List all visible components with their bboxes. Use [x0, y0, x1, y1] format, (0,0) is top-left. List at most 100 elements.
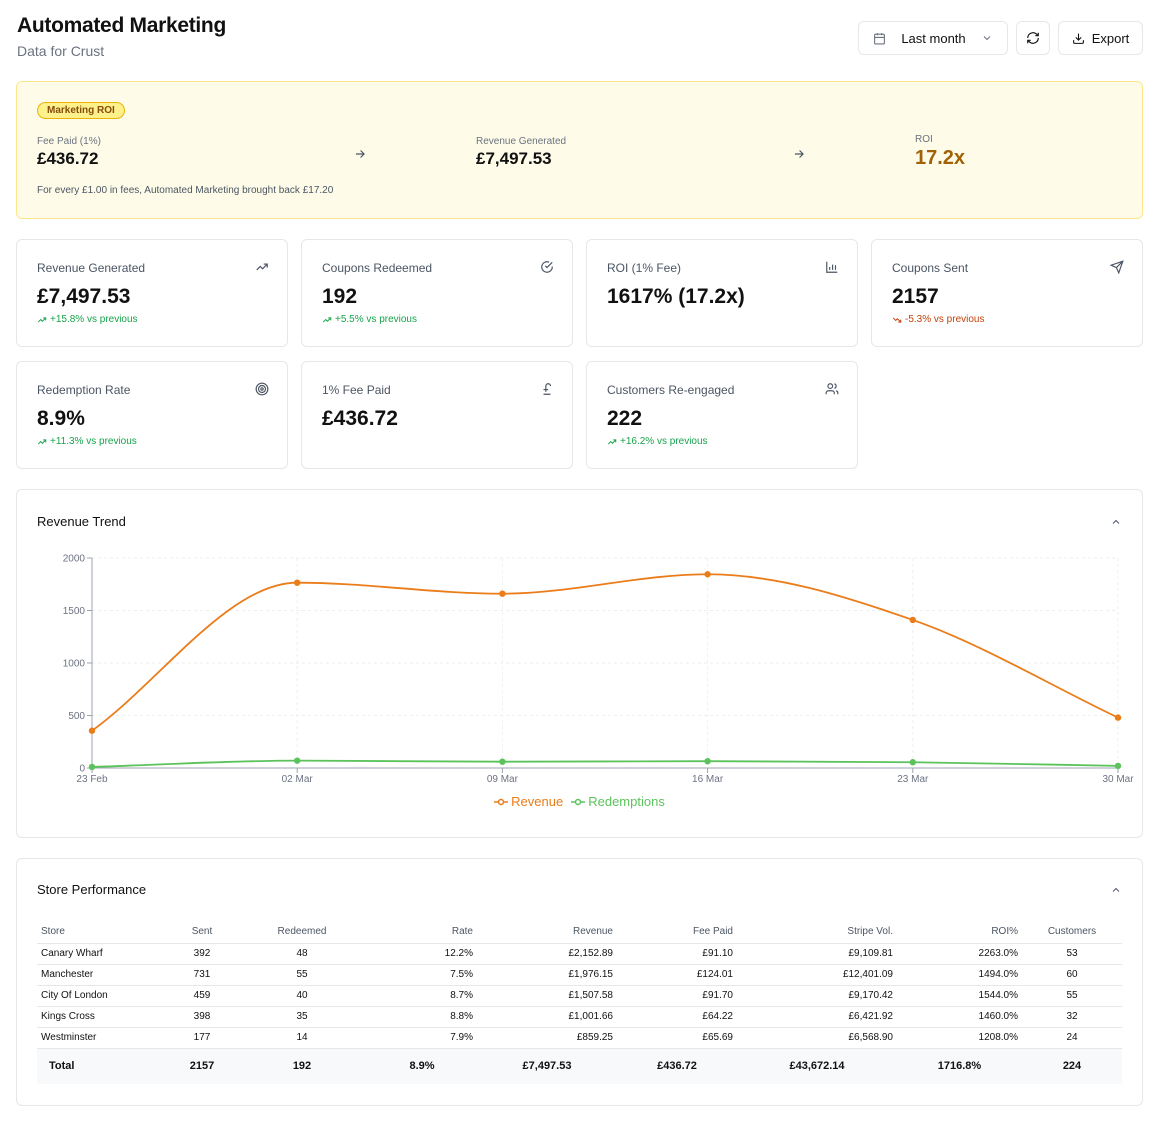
data-point-revenue [704, 571, 711, 578]
metric-title: Coupons Sent [892, 261, 969, 275]
table-cell: 192 [237, 1048, 367, 1084]
column-header: Stripe Vol. [737, 921, 897, 944]
table-cell: 2263.0% [897, 943, 1022, 965]
refresh-button[interactable] [1016, 21, 1050, 55]
table-cell: 459 [167, 985, 237, 1007]
data-point-redemptions [704, 757, 711, 765]
data-point-redemptions [909, 759, 916, 766]
table-cell: Manchester [37, 964, 167, 986]
table-cell: 7.9% [367, 1027, 477, 1049]
data-point-revenue [1114, 714, 1122, 721]
collapse-chevron-icon[interactable] [1110, 884, 1122, 896]
chevron-down-icon [983, 36, 991, 41]
table-total-row: Total 2157 192 8.9% £7,497.53 £436.72 £43,672.… [37, 1048, 1122, 1084]
fee-paid-value: £436.72 [37, 149, 99, 168]
table-cell: £7,497.53 [477, 1048, 617, 1084]
metric-delta: +15.8% vs previous [37, 314, 138, 325]
export-button[interactable]: Export [1058, 21, 1143, 55]
table-cell: 8.8% [367, 1006, 477, 1028]
arrow-right-icon [794, 150, 804, 158]
table-cell: 7.5% [367, 964, 477, 986]
target-icon [255, 382, 269, 396]
table-cell: 1494.0% [897, 964, 1022, 986]
revenue-trend-title: Revenue Trend [37, 514, 126, 529]
download-icon [1072, 33, 1084, 44]
table-cell: Westminster [37, 1027, 167, 1049]
table-row: Kings Cross 398 35 8.8% £1,001.66 £64.22 £6,42… [37, 1006, 1122, 1028]
page-header: Automated Marketing Data for Crust [17, 14, 226, 59]
metric-card-revenue-generated: Revenue Generated £7,497.53 +15.8% vs pr… [16, 239, 288, 347]
table-cell: 55 [237, 964, 367, 986]
fee-paid-block: Fee Paid (1%) £436.72 [37, 136, 101, 169]
x-tick-label: 02 Mar [282, 774, 314, 785]
metric-title: Revenue Generated [37, 261, 146, 275]
table-cell: 1716.8% [897, 1048, 1022, 1084]
store-performance-title: Store Performance [37, 882, 147, 897]
table-cell: 1208.0% [897, 1027, 1022, 1049]
data-point-redemptions [294, 757, 301, 764]
collapse-chevron-icon[interactable] [1110, 516, 1122, 528]
table-cell: Total [37, 1048, 167, 1084]
table-cell: 32 [1022, 1006, 1122, 1028]
date-range-select[interactable]: Last month [858, 21, 1008, 55]
trending-up-icon [37, 438, 47, 444]
metric-card-redemption-rate: Redemption Rate 8.9% +11.3% vs previous [16, 361, 288, 469]
metric-value: £436.72 [322, 407, 398, 430]
table-row: Manchester 731 55 7.5% £1,976.15 £124.01 £12,4… [37, 964, 1122, 986]
trending-up-icon [256, 263, 268, 271]
legend-item-redemptions[interactable]: Redemptions [571, 794, 665, 809]
table-cell: Canary Wharf [37, 943, 167, 965]
metric-value: 8.9% [37, 407, 85, 430]
table-cell: £6,568.90 [737, 1027, 897, 1049]
metric-delta: -5.3% vs previous [892, 314, 984, 325]
x-tick-label: 09 Mar [487, 774, 519, 785]
bar-chart-icon [826, 261, 838, 273]
legend-item-revenue[interactable]: Revenue [494, 794, 563, 809]
table-cell: 8.9% [367, 1048, 477, 1084]
y-tick-label: 500 [68, 711, 85, 722]
table-cell: £1,001.66 [477, 1006, 617, 1028]
metric-card-coupons-sent: Coupons Sent 2157 -5.3% vs previous [871, 239, 1143, 347]
send-icon [1110, 260, 1124, 274]
column-header: Store [37, 921, 167, 944]
table-cell: £9,109.81 [737, 943, 897, 965]
column-header: ROI% [897, 921, 1022, 944]
trending-down-icon [892, 317, 902, 323]
table-cell: 14 [237, 1027, 367, 1049]
data-point-revenue [499, 590, 506, 597]
metric-value: 222 [607, 407, 643, 430]
metric-card-customers-reengaged: Customers Re-engaged 222 +16.2% vs previ… [586, 361, 858, 469]
page-subtitle: Data for Crust [17, 43, 105, 59]
check-circle-icon [541, 261, 553, 273]
metric-title: Redemption Rate [37, 383, 131, 397]
column-header: Fee Paid [617, 921, 737, 944]
roi-value: 17.2x [915, 147, 966, 169]
revenue-generated-value: £7,497.53 [476, 149, 552, 168]
table-cell: £124.01 [617, 964, 737, 986]
toolbar: Last month Export [858, 21, 1143, 55]
metric-delta: +5.5% vs previous [322, 314, 417, 325]
table-cell: £9,170.42 [737, 985, 897, 1007]
table-cell: £65.69 [617, 1027, 737, 1049]
pound-icon [543, 383, 552, 395]
table-row: City Of London 459 40 8.7% £1,507.58 £91.70 £9… [37, 985, 1122, 1007]
column-header: Redeemed [237, 921, 367, 944]
data-point-redemptions [88, 763, 96, 771]
users-icon [825, 383, 839, 395]
column-header: Customers [1022, 921, 1122, 944]
table-cell: 48 [237, 943, 367, 965]
x-tick-label: 30 Mar [1102, 774, 1134, 785]
table-cell: £1,507.58 [477, 985, 617, 1007]
metric-title: ROI (1% Fee) [607, 261, 682, 275]
table-cell: 177 [167, 1027, 237, 1049]
table-row: Westminster 177 14 7.9% £859.25 £65.69 £6,568.… [37, 1027, 1122, 1049]
page-title: Automated Marketing [17, 14, 226, 37]
table-cell: 2157 [167, 1048, 237, 1084]
metric-value: £7,497.53 [37, 285, 131, 308]
table-cell: £91.10 [617, 943, 737, 965]
trending-up-icon [607, 438, 617, 444]
table-cell: £91.70 [617, 985, 737, 1007]
data-point-revenue [294, 579, 301, 586]
table-cell: £2,152.89 [477, 943, 617, 965]
table-cell: 224 [1022, 1048, 1122, 1084]
